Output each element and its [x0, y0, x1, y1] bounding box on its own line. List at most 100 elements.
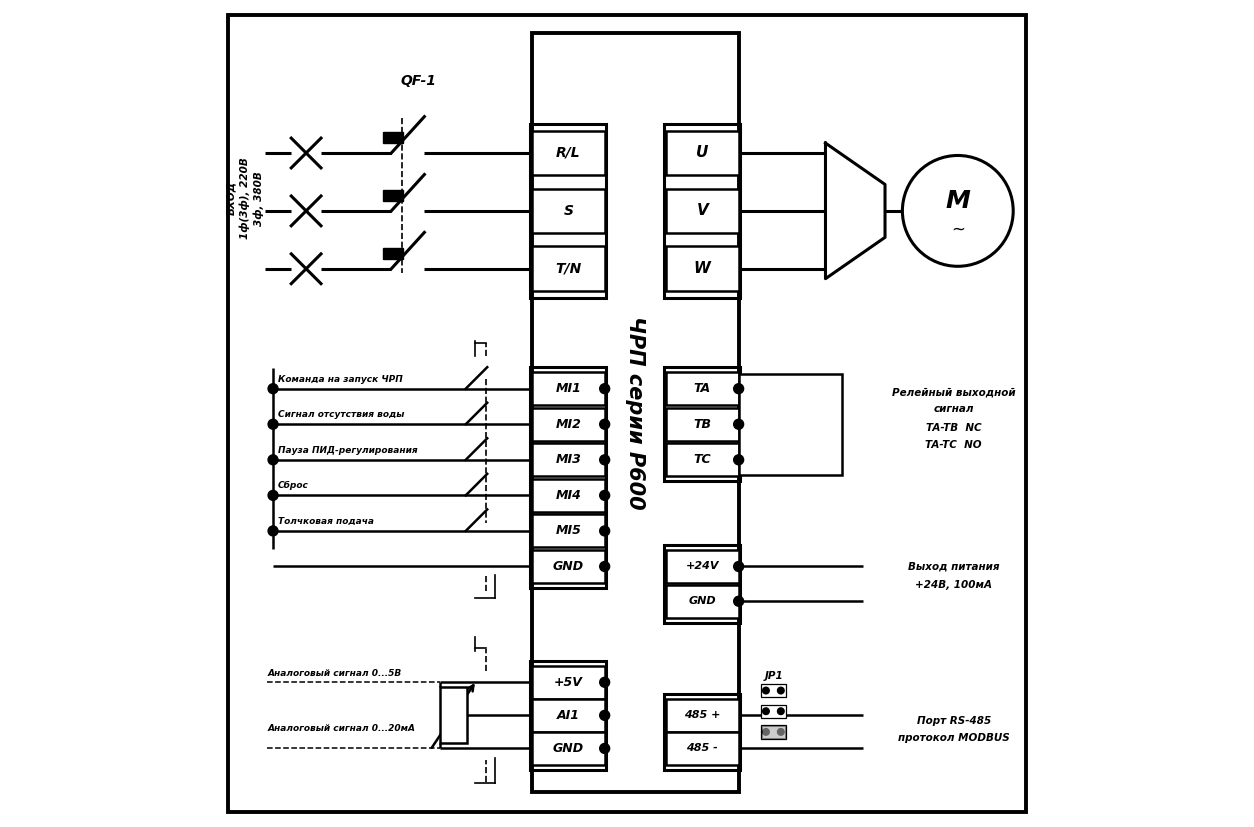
- Bar: [761, 705, 786, 718]
- Text: MI3: MI3: [556, 453, 581, 466]
- Bar: [761, 725, 786, 739]
- Text: Сброс: Сброс: [278, 481, 308, 490]
- Circle shape: [599, 455, 609, 465]
- Text: +24В, 100мА: +24В, 100мА: [915, 580, 992, 590]
- Circle shape: [599, 743, 609, 753]
- Bar: [666, 131, 739, 175]
- Circle shape: [268, 490, 278, 500]
- Text: сигнал: сигнал: [933, 404, 974, 414]
- Circle shape: [777, 687, 784, 694]
- Text: R/L: R/L: [556, 146, 581, 160]
- Bar: [666, 443, 739, 476]
- Circle shape: [268, 419, 278, 429]
- Bar: [761, 726, 785, 738]
- Bar: [382, 132, 403, 143]
- Circle shape: [903, 155, 1013, 266]
- Bar: [532, 246, 604, 291]
- Circle shape: [762, 687, 769, 694]
- Text: Сигнал отсутствия воды: Сигнал отсутствия воды: [278, 410, 404, 419]
- Text: TA: TA: [693, 382, 711, 395]
- Circle shape: [777, 708, 784, 715]
- Circle shape: [599, 526, 609, 536]
- Text: +24V: +24V: [686, 562, 719, 571]
- Text: W: W: [693, 261, 711, 276]
- Text: MI4: MI4: [556, 489, 581, 502]
- Text: S: S: [563, 204, 573, 218]
- Text: MI2: MI2: [556, 418, 581, 431]
- Text: GND: GND: [553, 742, 584, 755]
- Text: T/N: T/N: [556, 262, 582, 275]
- Circle shape: [762, 708, 769, 715]
- Text: MI1: MI1: [556, 382, 581, 395]
- Bar: [532, 131, 604, 175]
- Text: Команда на запуск ЧРП: Команда на запуск ЧРП: [278, 375, 403, 384]
- Circle shape: [734, 562, 744, 571]
- Bar: [532, 443, 604, 476]
- Bar: [666, 550, 739, 583]
- Text: U: U: [696, 146, 709, 160]
- Circle shape: [734, 384, 744, 394]
- Bar: [530, 661, 607, 770]
- Bar: [532, 666, 604, 699]
- Bar: [666, 699, 739, 732]
- Text: Выход питания: Выход питания: [908, 562, 999, 571]
- Bar: [532, 372, 604, 405]
- Text: TA-TC  NO: TA-TC NO: [925, 440, 982, 450]
- Circle shape: [777, 729, 784, 735]
- Text: Пауза ПИД-регулирования: Пауза ПИД-регулирования: [278, 446, 418, 455]
- Circle shape: [599, 490, 609, 500]
- Bar: [665, 545, 740, 623]
- Text: Аналоговый сигнал 0...20мА: Аналоговый сигнал 0...20мА: [267, 724, 415, 733]
- Bar: [530, 124, 607, 298]
- Bar: [532, 732, 604, 765]
- Bar: [382, 248, 403, 259]
- Bar: [739, 374, 841, 475]
- Circle shape: [734, 419, 744, 429]
- Circle shape: [599, 677, 609, 687]
- Text: AI1: AI1: [557, 709, 579, 722]
- Bar: [665, 124, 740, 298]
- Text: +5V: +5V: [554, 676, 583, 689]
- Text: GND: GND: [553, 560, 584, 573]
- Bar: [665, 694, 740, 770]
- Text: ВХОД
1ф(3ф), 220В
3ф, 380В: ВХОД 1ф(3ф), 220В 3ф, 380В: [226, 158, 263, 239]
- Text: Порт RS-485: Порт RS-485: [917, 716, 991, 726]
- Circle shape: [762, 729, 769, 735]
- Bar: [665, 367, 740, 481]
- Circle shape: [599, 384, 609, 394]
- Bar: [666, 732, 739, 765]
- Circle shape: [268, 455, 278, 465]
- Bar: [440, 687, 466, 743]
- Text: Толчковая подача: Толчковая подача: [278, 517, 374, 526]
- Text: JP1: JP1: [765, 671, 784, 681]
- Text: ЧРП серии Р600: ЧРП серии Р600: [626, 316, 646, 509]
- Bar: [530, 367, 607, 588]
- Text: MI5: MI5: [556, 524, 581, 538]
- Text: QF-1: QF-1: [401, 74, 436, 88]
- Circle shape: [599, 710, 609, 720]
- Bar: [532, 699, 604, 732]
- Text: 485 -: 485 -: [686, 743, 719, 753]
- Bar: [382, 190, 403, 201]
- Text: 485 +: 485 +: [683, 710, 721, 720]
- Bar: [532, 189, 604, 233]
- Bar: [666, 189, 739, 233]
- Bar: [532, 514, 604, 547]
- Circle shape: [734, 455, 744, 465]
- Text: GND: GND: [688, 596, 716, 606]
- Bar: [532, 479, 604, 512]
- Bar: [666, 246, 739, 291]
- Circle shape: [268, 384, 278, 394]
- Circle shape: [734, 596, 744, 606]
- Text: ~: ~: [951, 220, 964, 238]
- Circle shape: [599, 419, 609, 429]
- Text: Релейный выходной: Релейный выходной: [892, 388, 1016, 398]
- Text: TA-TB  NC: TA-TB NC: [925, 423, 982, 433]
- Bar: [532, 408, 604, 441]
- Circle shape: [599, 562, 609, 571]
- Text: TB: TB: [693, 418, 711, 431]
- Bar: [666, 408, 739, 441]
- Bar: [666, 372, 739, 405]
- Text: Аналоговый сигнал 0...5В: Аналоговый сигнал 0...5В: [267, 669, 401, 678]
- Text: M: M: [946, 189, 971, 213]
